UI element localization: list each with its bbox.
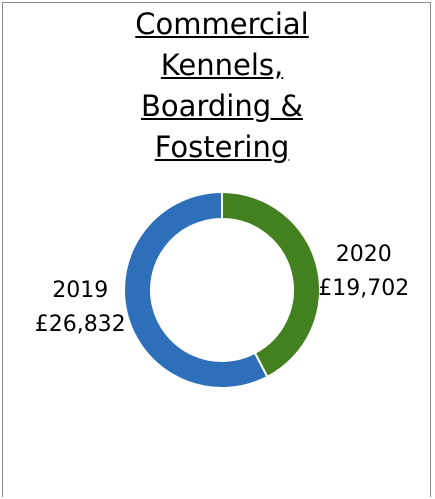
donut-slice (221, 190, 321, 379)
slice-category-label: 2020 (336, 242, 392, 267)
chart-title: Commercial Kennels, Boarding & Fostering (135, 7, 309, 164)
slice-category-label: 2019 (52, 278, 108, 303)
donut-slice (123, 190, 269, 389)
slice-value-label: £19,702 (318, 276, 409, 301)
slice-value-label: £26,832 (35, 312, 126, 337)
frame (2, 2, 431, 497)
